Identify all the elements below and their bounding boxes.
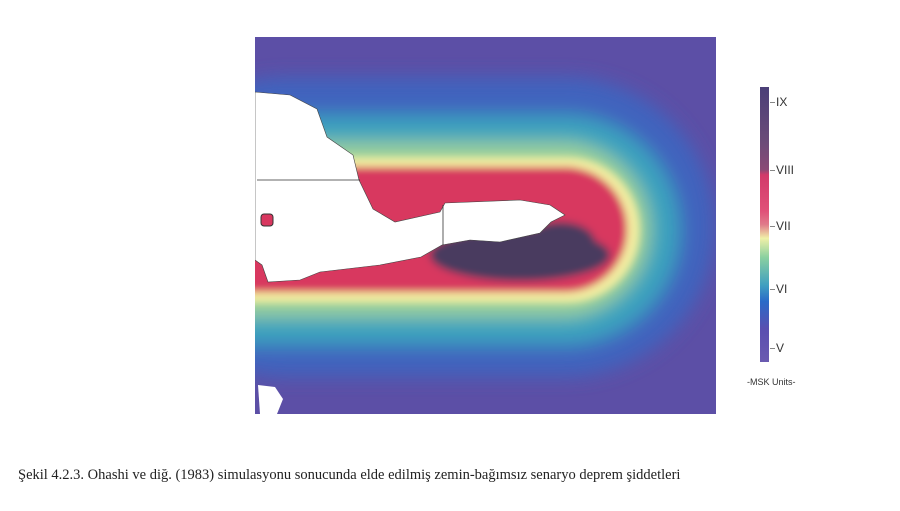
legend-tick-vi: VI <box>770 282 787 296</box>
intensity-map <box>255 37 716 414</box>
legend-tick-ix: IX <box>770 95 787 109</box>
island <box>260 213 274 227</box>
figure-caption: Şekil 4.2.3. Ohashi ve diğ. (1983) simul… <box>18 467 681 483</box>
legend-tick-vii: VII <box>770 219 791 233</box>
land-mass <box>255 91 566 283</box>
land-mass-south <box>258 385 283 414</box>
legend-tick-v: V <box>770 341 784 355</box>
legend-tick-viii: VIII <box>770 163 794 177</box>
legend-units: -MSK Units- <box>747 377 796 387</box>
color-scale-bar <box>760 87 769 362</box>
